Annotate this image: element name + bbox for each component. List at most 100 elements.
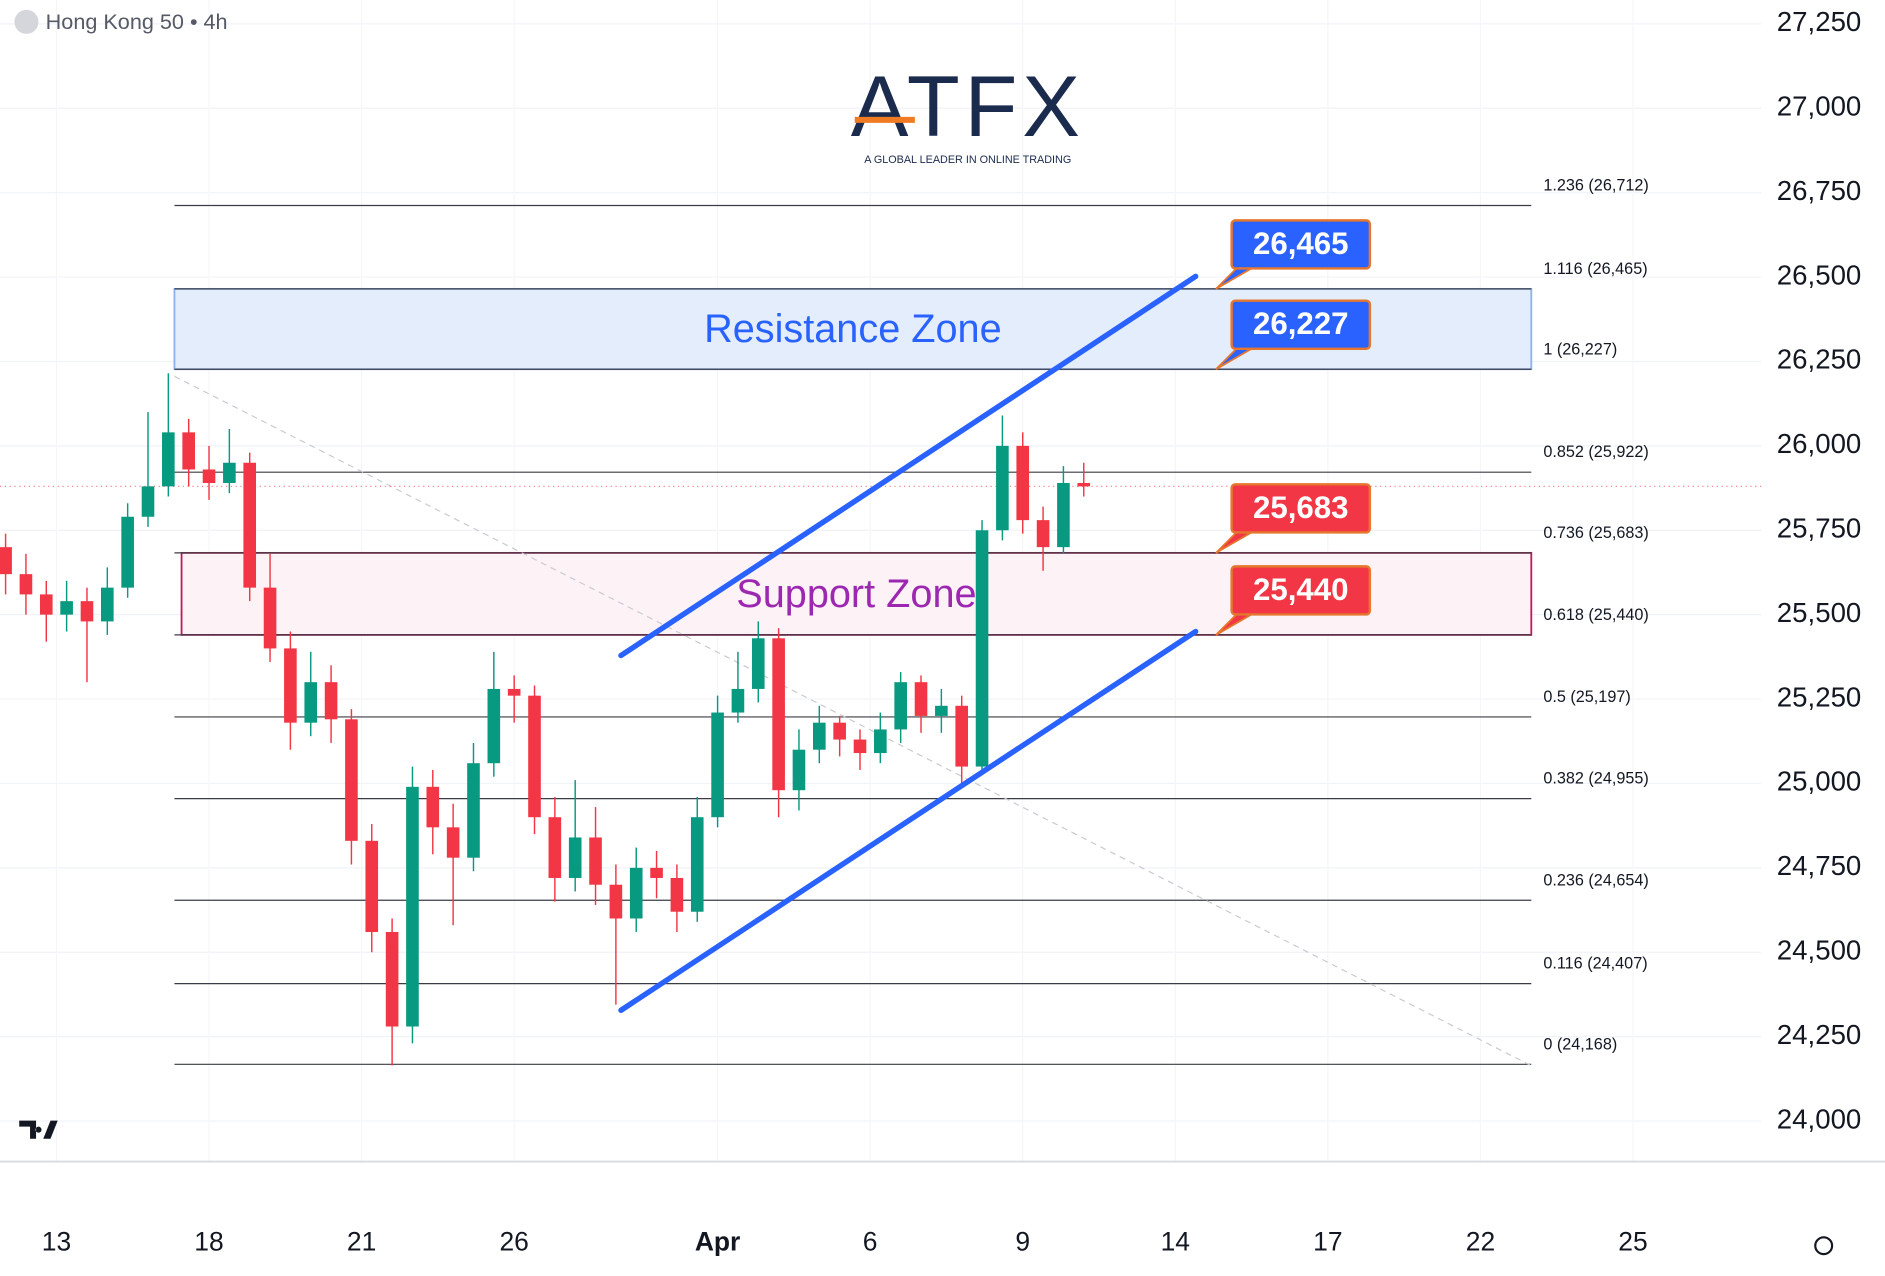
candle-body: [711, 712, 724, 818]
candle-body: [548, 817, 562, 878]
candle-body: [894, 682, 907, 730]
settings-icon: [1814, 1236, 1834, 1256]
candle-body: [650, 867, 663, 878]
fib-label: 0.618 (25,440): [1543, 606, 1649, 624]
candle-body: [60, 601, 73, 615]
candle-body: [609, 884, 623, 919]
candle-body: [385, 931, 399, 1027]
candle-body: [162, 432, 175, 487]
candle-body: [568, 837, 582, 878]
x-tick-label: 17: [1313, 1226, 1342, 1256]
candle-body: [629, 867, 643, 919]
x-tick-label: 22: [1466, 1226, 1495, 1256]
fib-label: 1 (26,227): [1543, 340, 1617, 358]
candle-body: [121, 516, 134, 588]
candle-body: [243, 462, 257, 588]
candle-body: [19, 574, 33, 595]
candles: [0, 373, 1091, 1066]
candle-body: [507, 688, 521, 696]
candle-body: [1036, 520, 1050, 548]
candle-body: [101, 587, 114, 622]
candle-body: [751, 638, 765, 689]
fib-label: 0.5 (25,197): [1543, 688, 1630, 706]
channel-line: [618, 273, 1199, 659]
x-tick-label: 25: [1618, 1226, 1647, 1256]
fib-label: 0.236 (24,654): [1543, 871, 1649, 889]
candle-body: [446, 827, 460, 858]
candle-body: [812, 722, 826, 750]
candle-body: [324, 682, 338, 720]
candle-body: [182, 432, 195, 470]
y-tick-label: 27,000: [1777, 91, 1862, 122]
channel-line: [618, 628, 1199, 1014]
candle-body: [263, 587, 277, 649]
x-tick-label: 18: [194, 1226, 223, 1256]
y-tick-label: 24,500: [1777, 935, 1862, 966]
fib-label: 0.116 (24,407): [1543, 955, 1647, 973]
candle-body: [731, 688, 745, 713]
callout-box: [1230, 483, 1372, 534]
y-tick-label: 26,750: [1777, 175, 1862, 206]
candle-body: [935, 705, 948, 716]
candle-body: [975, 530, 989, 767]
callout-box: [1230, 299, 1372, 350]
symbol-icon: [14, 9, 39, 34]
x-tick-label: 13: [42, 1226, 71, 1256]
candle-body: [467, 763, 480, 858]
candle-body: [426, 786, 440, 828]
fib-diagonal: [174, 375, 1532, 1067]
y-tick-label: 25,750: [1777, 513, 1862, 544]
candle-body: [690, 817, 704, 912]
candle-body: [39, 594, 53, 615]
callout-label: 26,465: [1253, 226, 1349, 261]
candle-body: [670, 877, 684, 912]
candle-body: [955, 705, 969, 767]
fib-label: 0 (24,168): [1543, 1035, 1617, 1053]
candle-body: [853, 739, 867, 754]
zone-label: Support Zone: [736, 572, 976, 616]
candle-body: [80, 601, 94, 622]
candle-body: [792, 749, 806, 791]
logo-text: ATFX: [851, 59, 1085, 155]
fib-label: 0.736 (25,683): [1543, 524, 1649, 542]
x-tick-label: 9: [1015, 1226, 1030, 1256]
candle-body: [772, 638, 785, 791]
candle-body: [406, 786, 419, 1027]
candle-body: [284, 648, 297, 723]
x-tick-label: 6: [863, 1226, 878, 1256]
x-tick-label: 21: [347, 1226, 376, 1256]
y-tick-label: 26,500: [1777, 259, 1862, 290]
y-tick-label: 24,000: [1777, 1103, 1862, 1134]
fib-label: 1.116 (26,465): [1543, 260, 1647, 278]
candle-body: [0, 547, 12, 575]
x-tick-label: 14: [1161, 1226, 1190, 1256]
callout-box: [1230, 219, 1372, 270]
zone-label: Resistance Zone: [704, 307, 1002, 351]
y-tick-label: 26,250: [1777, 344, 1862, 375]
candle-body: [1057, 482, 1070, 548]
logo: ATFX A GLOBAL LEADER IN ONLINE TRADING: [851, 59, 1085, 166]
x-tick-label: Apr: [695, 1226, 741, 1256]
fib-label: 0.852 (25,922): [1543, 443, 1649, 461]
candle-body: [996, 445, 1009, 531]
y-tick-label: 26,000: [1777, 428, 1862, 459]
x-tick-label: 26: [499, 1226, 528, 1256]
y-tick-label: 25,500: [1777, 597, 1862, 628]
callout-box: [1230, 565, 1372, 616]
candle-body: [874, 729, 887, 754]
logo-bar: [854, 116, 915, 123]
candle-body: [528, 695, 541, 818]
logo-tagline: A GLOBAL LEADER IN ONLINE TRADING: [864, 154, 1071, 166]
annotations: Resistance Zone Support Zone 1.236 (26,712…: [618, 177, 1649, 1053]
candle-body: [914, 682, 928, 716]
fib-label: 0.382 (24,955): [1543, 770, 1649, 788]
y-tick-label: 24,250: [1777, 1019, 1862, 1050]
y-tick-label: 25,250: [1777, 681, 1862, 712]
y-tick-label: 24,750: [1777, 850, 1862, 881]
y-tick-label: 25,000: [1777, 766, 1862, 797]
callout-label: 26,227: [1253, 306, 1349, 341]
candle-body: [833, 722, 846, 740]
candle-body: [1077, 482, 1091, 487]
candle-body: [202, 469, 216, 483]
